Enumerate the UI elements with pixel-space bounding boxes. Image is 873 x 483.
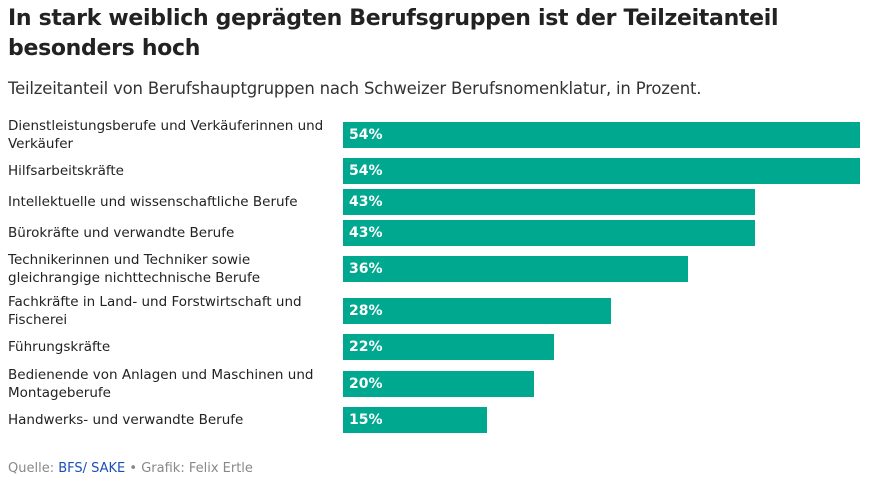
- bar: [343, 334, 554, 360]
- category-label: Intellektuelle und wissenschaftliche Ber…: [8, 194, 298, 210]
- category-label: Führungskräfte: [8, 339, 111, 355]
- bar: [343, 256, 688, 282]
- data-label: 22%: [349, 339, 383, 355]
- data-label: 28%: [349, 303, 383, 319]
- bar: [343, 407, 487, 433]
- category-label: Fachkräfte in Land- und Forstwirtschaft …: [8, 294, 302, 328]
- data-label: 54%: [349, 127, 383, 143]
- credit: Grafik: Felix Ertle: [141, 461, 253, 476]
- data-label: 20%: [349, 376, 383, 392]
- category-label: Bürokräfte und verwandte Berufe: [8, 225, 235, 241]
- data-label: 43%: [349, 194, 383, 210]
- bar: [343, 298, 612, 324]
- source-link[interactable]: BFS/ SAKE: [58, 461, 126, 476]
- category-label: Hilfsarbeitskräfte: [8, 163, 124, 179]
- data-label: 43%: [349, 225, 383, 241]
- separator: •: [125, 461, 142, 476]
- bar: [343, 122, 860, 148]
- chart-subtitle: Teilzeitanteil von Berufshauptgruppen na…: [8, 79, 702, 98]
- category-label: Handwerks- und verwandte Berufe: [8, 412, 244, 428]
- data-label: 54%: [349, 163, 383, 179]
- category-label: Bedienende von Anlagen und Maschinen und…: [8, 367, 314, 401]
- footer: Quelle: BFS/ SAKE • Grafik: Felix Ertle: [8, 461, 253, 476]
- bar: [343, 189, 755, 215]
- bar: [343, 158, 860, 184]
- category-label: Dienstleistungsberufe und Verkäuferinnen…: [8, 118, 324, 152]
- category-label: Technikerinnen und Techniker sowie gleic…: [8, 252, 261, 286]
- data-label: 15%: [349, 412, 383, 428]
- source-prefix: Quelle:: [8, 461, 59, 476]
- data-label: 36%: [349, 261, 383, 277]
- chart-title: In stark weiblich geprägten Berufsgruppe…: [8, 6, 779, 61]
- bar: [343, 371, 535, 397]
- bar: [343, 220, 755, 246]
